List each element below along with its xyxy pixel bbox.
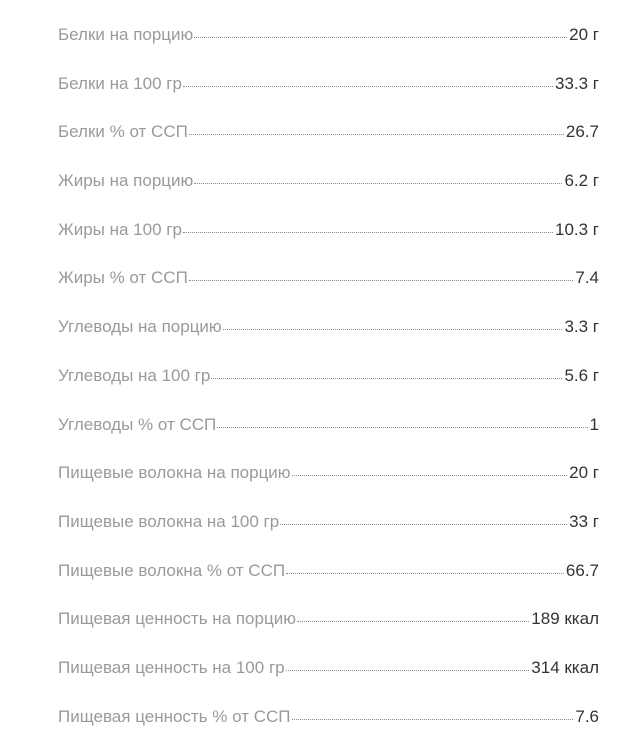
row-label: Белки на 100 гр (58, 73, 182, 93)
row-label: Жиры % от ССП (58, 268, 188, 288)
dotted-leader (222, 329, 563, 331)
dotted-leader (188, 280, 574, 282)
dotted-leader (280, 523, 568, 525)
row-label: Пищевая ценность на порцию (58, 609, 296, 629)
row-value: 1 (589, 414, 599, 434)
row-label: Жиры на 100 гр (58, 219, 182, 239)
row-label: Пищевая ценность % от ССП (58, 706, 291, 726)
row-value: 33 г (569, 511, 599, 531)
row-value: 6.2 г (564, 171, 599, 191)
dotted-leader (285, 669, 530, 671)
nutrition-row-protein-per-serving: Белки на порцию 20 г (58, 10, 599, 59)
row-value: 7.6 (575, 706, 599, 726)
nutrition-row-fat-per-serving: Жиры на порцию 6.2 г (58, 156, 599, 205)
row-value: 3.3 г (564, 317, 599, 337)
row-value: 26.7 (565, 122, 599, 142)
nutrition-row-fat-per-100g: Жиры на 100 гр 10.3 г (58, 205, 599, 254)
dotted-leader (217, 426, 588, 428)
nutrition-row-protein-percent: Белки % от ССП 26.7 (58, 107, 599, 156)
dotted-leader (188, 134, 564, 136)
dotted-leader (194, 183, 563, 185)
row-value: 5.6 г (564, 365, 599, 385)
nutrition-row-fiber-percent: Пищевые волокна % от ССП 66.7 (58, 546, 599, 595)
nutrition-facts-list: Белки на порцию 20 г Белки на 100 гр 33.… (58, 10, 599, 740)
row-label: Жиры на порцию (58, 171, 194, 191)
nutrition-row-energy-per-100g: Пищевая ценность на 100 гр 314 ккал (58, 643, 599, 692)
dotted-leader (286, 572, 564, 574)
dotted-leader (291, 475, 568, 477)
row-label: Углеводы на 100 гр (58, 365, 211, 385)
nutrition-row-fiber-per-100g: Пищевые волокна на 100 гр 33 г (58, 497, 599, 546)
row-value: 20 г (569, 463, 599, 483)
nutrition-row-fat-percent: Жиры % от ССП 7.4 (58, 253, 599, 302)
dotted-leader (194, 37, 568, 38)
row-label: Пищевые волокна на 100 гр (58, 511, 280, 531)
nutrition-row-carbs-per-serving: Углеводы на порцию 3.3 г (58, 302, 599, 351)
dotted-leader (211, 377, 563, 379)
row-label: Белки на порцию (58, 25, 194, 44)
row-value: 10.3 г (554, 219, 599, 239)
dotted-leader (182, 85, 553, 87)
row-value: 20 г (569, 25, 599, 44)
row-value: 314 ккал (531, 657, 599, 677)
row-label: Пищевые волокна на порцию (58, 463, 291, 483)
row-value: 33.3 г (554, 73, 599, 93)
row-value: 7.4 (575, 268, 599, 288)
row-label: Углеводы % от ССП (58, 414, 217, 434)
nutrition-row-energy-percent: Пищевая ценность % от ССП 7.6 (58, 692, 599, 740)
nutrition-row-carbs-per-100g: Углеводы на 100 гр 5.6 г (58, 351, 599, 400)
row-value: 66.7 (565, 560, 599, 580)
row-label: Углеводы на порцию (58, 317, 222, 337)
row-label: Пищевая ценность на 100 гр (58, 657, 285, 677)
dotted-leader (182, 231, 553, 233)
dotted-leader (296, 621, 530, 623)
nutrition-row-protein-per-100g: Белки на 100 гр 33.3 г (58, 59, 599, 108)
nutrition-row-energy-per-serving: Пищевая ценность на порцию 189 ккал (58, 594, 599, 643)
nutrition-row-carbs-percent: Углеводы % от ССП 1 (58, 400, 599, 449)
row-label: Пищевые волокна % от ССП (58, 560, 286, 580)
nutrition-row-fiber-per-serving: Пищевые волокна на порцию 20 г (58, 448, 599, 497)
row-value: 189 ккал (531, 609, 599, 629)
row-label: Белки % от ССП (58, 122, 188, 142)
dotted-leader (291, 718, 574, 720)
